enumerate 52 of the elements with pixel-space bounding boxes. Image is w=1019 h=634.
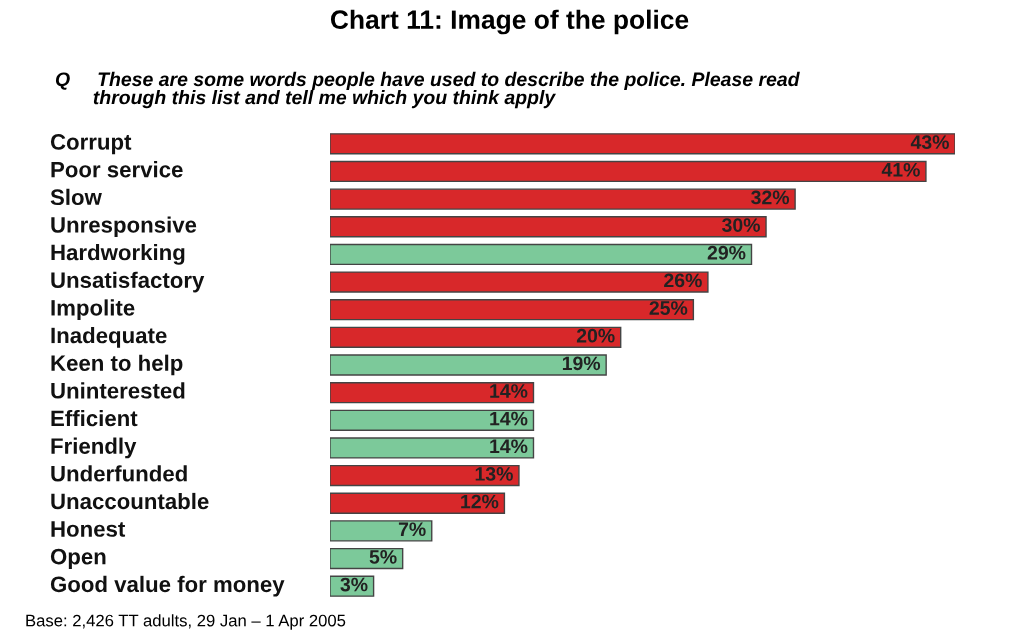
y-tick-label: Corrupt: [50, 134, 132, 155]
y-tick-label: Friendly: [51, 437, 137, 459]
data-label: 14%: [490, 411, 528, 426]
data-label: 7%: [398, 522, 426, 537]
bar: [330, 381, 535, 404]
chart-subtitle: Q These are some words people have used to describe the police. Please read through this list and tell me which you think apply: [55, 71, 800, 109]
bar: [330, 354, 607, 376]
y-tick-label: Keen to help: [51, 354, 183, 376]
data-label: 43%: [910, 135, 949, 150]
data-label: 25%: [649, 301, 688, 315]
data-label: 12%: [461, 494, 499, 509]
y-tick-label: Uninterested: [51, 382, 185, 399]
y-tick-label: Good value for money: [50, 575, 285, 597]
bar: [330, 188, 796, 210]
data-label: 14%: [490, 439, 528, 454]
data-label: 29%: [707, 245, 746, 260]
bar: [330, 299, 695, 321]
bar: [330, 409, 535, 431]
bar: [330, 243, 753, 266]
y-tick-label: Underfunded: [51, 465, 187, 482]
y-tick-label: Inadequate: [51, 327, 167, 348]
y-tick-label: Efficient: [51, 409, 138, 427]
bar: [330, 216, 767, 238]
text: Base: 2,426 TT adults, 29 Jan – 1 Apr 2005: [26, 614, 346, 630]
bar: [330, 160, 927, 183]
y-tick-label: Poor service: [51, 161, 183, 178]
bar: [330, 133, 955, 155]
bar: [330, 271, 709, 293]
y-tick-label: Hardworking: [51, 244, 185, 265]
data-label: 3%: [340, 577, 368, 592]
chart-title: Chart 11: Image of the police: [330, 9, 689, 35]
y-tick-label: Honest: [51, 521, 126, 537]
bar: [330, 464, 520, 487]
data-label: 5%: [369, 550, 397, 564]
data-label: 13%: [475, 467, 513, 481]
bar: [330, 492, 506, 514]
data-label: 26%: [664, 273, 702, 288]
data-label: 41%: [881, 162, 920, 177]
y-tick-label: Unaccountable: [51, 492, 209, 510]
data-label: 19%: [562, 356, 601, 371]
y-tick-label: Unsatisfactory: [51, 271, 205, 293]
data-label: 20%: [576, 328, 615, 343]
data-label: 32%: [751, 190, 790, 205]
data-label: 14%: [490, 384, 528, 398]
y-tick-label: Unresponsive: [51, 216, 197, 238]
bar: [330, 326, 622, 349]
bar: [330, 437, 535, 459]
y-tick-label: Open: [50, 548, 106, 569]
data-label: 30%: [722, 218, 760, 233]
y-tick-label: Slow: [50, 188, 102, 206]
y-tick-label: Impolite: [51, 299, 135, 321]
bar: [330, 520, 433, 542]
